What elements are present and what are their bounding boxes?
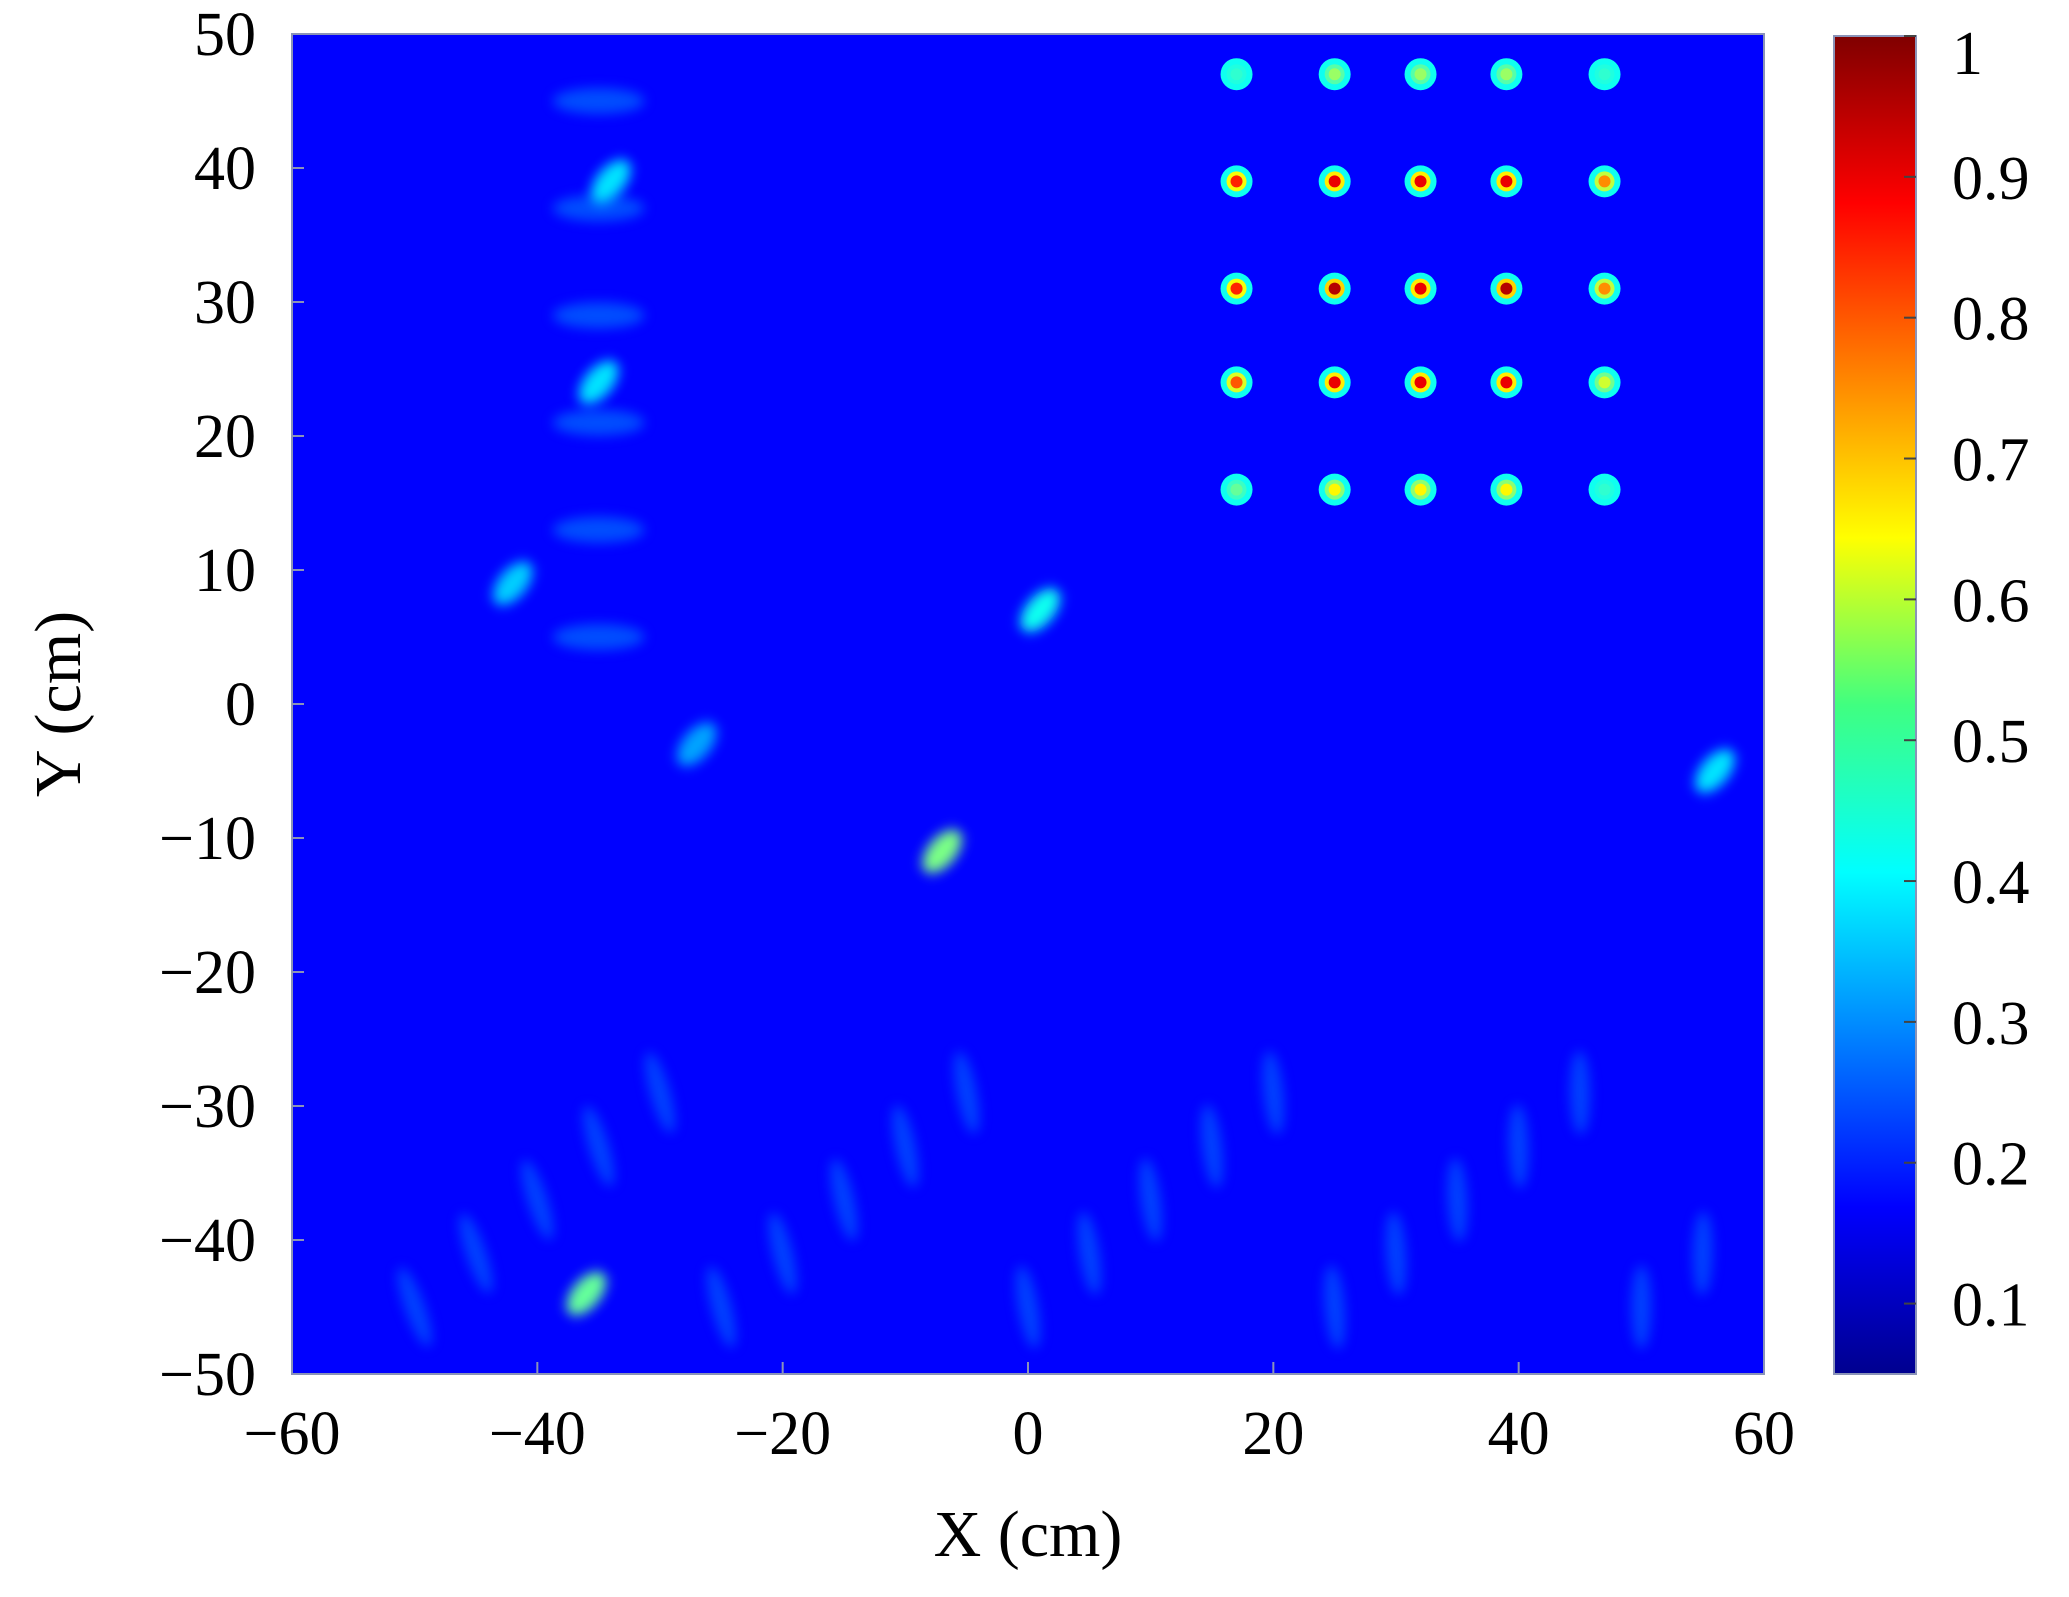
background-streak [1262,1050,1285,1135]
background-streak [768,1212,797,1295]
focal-peak [1414,282,1427,295]
focal-peak [1500,376,1513,389]
y-axis-ticks: 50 40 30 20 10 0 −10 −20 −30 −40 −50 [159,1,304,1409]
focal-peak [1598,376,1611,389]
background-streak [552,302,645,329]
y-tick-label: −20 [159,939,256,1007]
x-tick-label: −60 [244,1400,341,1468]
x-tick-label: −40 [489,1400,586,1468]
colorbar-tick-label: 0.4 [1952,849,2030,917]
focal-peak [1328,68,1341,81]
background-streak [521,1159,554,1240]
heat-blob [492,561,533,606]
background-streak [397,1267,432,1347]
background-streak [1015,1265,1041,1349]
background-streak [1324,1265,1346,1349]
colorbar-tick-label: 1 [1952,20,1983,88]
focal-peak [1414,175,1427,188]
background-streak [953,1051,980,1134]
focal-peak [1598,483,1611,496]
background-streak [1508,1104,1529,1189]
focal-peak [1500,483,1513,496]
background-streak [1385,1211,1407,1296]
focal-peak [1328,175,1341,188]
y-tick-label: 30 [194,269,256,337]
colorbar-tick-label: 0.3 [1952,990,2030,1058]
x-tick-label: 60 [1733,1400,1795,1468]
x-tick-label: 0 [1013,1400,1044,1468]
colorbar-tick-label: 0.7 [1952,427,2030,495]
focal-peak [1328,282,1341,295]
heat-blob [922,829,962,874]
y-tick-label: −50 [159,1341,256,1409]
focal-peak [1598,175,1611,188]
y-tick-label: 50 [194,1,256,69]
heat-blob [1695,749,1735,793]
y-tick-label: −30 [159,1073,256,1141]
x-tick-label: 20 [1242,1400,1304,1468]
background-streak [459,1213,493,1294]
background-streak [892,1105,919,1188]
focal-peak [1230,483,1243,496]
focal-peak [1328,483,1341,496]
heat-blob [566,1271,607,1316]
background-streak [706,1266,736,1348]
colorbar-tick-label: 0.8 [1952,286,2030,354]
focal-peak [1598,68,1611,81]
y-tick-label: 0 [225,671,256,739]
focal-peak [1230,376,1243,389]
background-streak [552,624,645,650]
background-streak [830,1158,858,1241]
x-axis-label: X (cm) [934,1498,1123,1571]
background-streak [1200,1104,1224,1188]
background-streak [1077,1211,1102,1295]
background-streak [552,88,645,114]
background-streak [552,409,645,436]
heat-blob [578,360,619,405]
x-axis-ticks: −60 −40 −20 0 20 40 60 [244,1362,1795,1468]
focal-peak [1230,175,1243,188]
background-streak [1692,1211,1713,1296]
background-streak [1631,1265,1652,1349]
focal-peak [1414,483,1427,496]
colorbar-tick-label: 0.1 [1952,1272,2030,1340]
colorbar-ticks: 1 0.9 0.8 0.7 0.6 0.5 0.4 0.3 0.2 0.1 [1904,20,2030,1340]
focal-peak [1500,282,1513,295]
colorbar-tick-label: 0.9 [1952,145,2030,213]
heat-blob [591,159,631,204]
background-streak [1569,1050,1591,1135]
plot-area [292,34,1764,1374]
y-tick-label: −40 [159,1207,256,1275]
background-streak [1139,1158,1163,1242]
y-axis-label: Y (cm) [22,611,95,797]
heatmap-features [397,58,1735,1349]
background-streak [552,516,645,543]
colorbar-tick-label: 0.5 [1952,708,2030,776]
focal-peak [1500,68,1513,81]
background-streak [1447,1157,1468,1242]
focal-peak [1230,68,1243,81]
background-streak [583,1105,615,1187]
focal-peak [1414,376,1427,389]
heat-blob [1020,588,1061,633]
focal-peak [1230,282,1243,295]
y-tick-label: 40 [194,135,256,203]
y-tick-label: 20 [194,403,256,471]
focal-peak [1414,68,1427,81]
colorbar [1833,35,1917,1375]
focal-peak [1500,175,1513,188]
y-tick-label: −10 [159,805,256,873]
focal-peak [1598,282,1611,295]
x-tick-label: −20 [734,1400,831,1468]
background-streak [644,1052,676,1134]
x-tick-label: 40 [1488,1400,1550,1468]
focal-peak [1328,376,1341,389]
colorbar-tick-label: 0.6 [1952,567,2030,635]
streak-layer [397,88,1713,1349]
colorbar-tick-label: 0.2 [1952,1131,2030,1199]
heat-blob [676,722,717,767]
y-tick-label: 10 [194,537,256,605]
background-streak [552,195,645,222]
